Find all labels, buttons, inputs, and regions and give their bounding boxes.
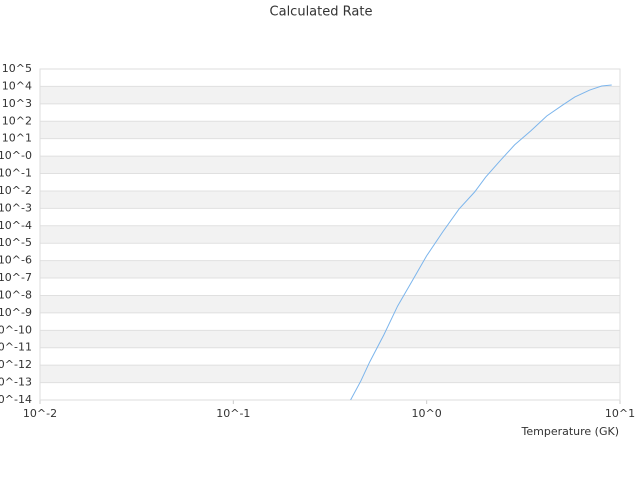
y-tick-label: 10^-7	[0, 271, 32, 284]
y-tick-label: 10^-0	[0, 149, 32, 162]
y-tick-label: 10^-2	[0, 184, 32, 197]
y-tick-label: 10^-4	[0, 219, 32, 232]
y-tick-label: 10^-6	[0, 254, 32, 267]
y-tick-label: 10^-3	[0, 201, 32, 214]
y-tick-label: 10^-11	[0, 341, 32, 354]
y-tick-label: 10^-1	[0, 167, 32, 180]
y-tick-label: 10^-13	[0, 376, 32, 389]
x-tick-label: 10^-1	[216, 407, 250, 420]
grid-band	[40, 295, 620, 313]
plot-area	[350, 84, 612, 400]
grid-band	[40, 121, 620, 139]
grid-band	[40, 330, 620, 348]
data-line	[350, 84, 612, 400]
y-tick-label: 10^-5	[0, 236, 32, 249]
grid	[39, 68, 621, 404]
grid-band	[40, 260, 620, 279]
y-tick-label: 10^-8	[0, 288, 32, 301]
grid-band	[40, 156, 620, 174]
grid-band	[40, 190, 620, 209]
chart-title: Calculated Rate	[270, 5, 373, 20]
x-tick-label: 10^0	[412, 407, 442, 420]
x-axis-label: Temperature (GK)	[521, 425, 620, 438]
y-tick-label: 10^-10	[0, 323, 32, 336]
y-tick-label: 10^5	[2, 62, 32, 75]
plot-border	[39, 68, 621, 401]
x-tick-label: 10^1	[605, 407, 635, 420]
grid-band	[40, 225, 620, 244]
bands	[40, 86, 620, 383]
y-tick-label: 10^3	[2, 97, 32, 110]
y-tick-label: 10^1	[2, 132, 32, 145]
y-tick-label: 10^-9	[0, 306, 32, 319]
x-tick-label: 10^-2	[23, 407, 57, 420]
y-tick-label: 10^4	[2, 79, 32, 92]
y-tick-label: 10^-12	[0, 358, 32, 371]
grid-band	[40, 365, 620, 383]
y-tick-label: 10^-14	[0, 393, 32, 406]
grid-band	[40, 86, 620, 104]
y-tick-label: 10^2	[2, 114, 32, 127]
